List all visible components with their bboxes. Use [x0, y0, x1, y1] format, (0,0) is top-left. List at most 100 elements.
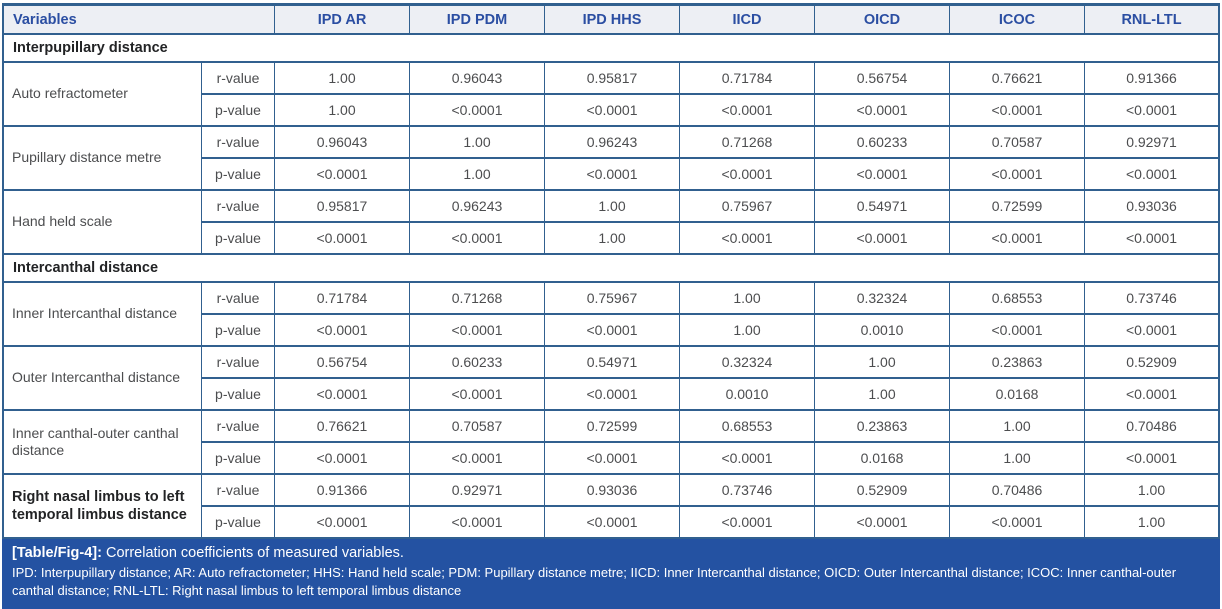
r-value-cell: 0.96043	[274, 125, 410, 159]
table-row: Inner Intercanthal distance r-value 0.7178…	[3, 281, 1219, 347]
r-value-cell: 0.54971	[544, 345, 680, 379]
p-value-cell: <0.0001	[409, 93, 545, 127]
p-value-cell: 0.0168	[949, 377, 1085, 411]
r-value-label: r-value	[201, 473, 275, 507]
table-row: Auto refractometer r-value 1.00 0.96043 0.95…	[3, 61, 1219, 127]
p-value-cell: 1.00	[679, 313, 815, 347]
section-title: Interpupillary distance	[3, 33, 1219, 63]
r-value-cell: 0.95817	[544, 61, 680, 95]
table-caption: [Table/Fig-4]: Correlation coefficients …	[2, 539, 1220, 609]
p-value-cell: <0.0001	[814, 93, 950, 127]
p-value-cell: <0.0001	[409, 505, 545, 539]
r-value-cell: 1.00	[1084, 473, 1219, 507]
p-value-cell: 0.0010	[679, 377, 815, 411]
correlation-table: Variables IPD AR IPD PDM IPD HHS IICD OICD IC…	[3, 4, 1219, 539]
r-value-cell: 0.91366	[274, 473, 410, 507]
r-value-label: r-value	[201, 281, 275, 315]
r-value-cell: 0.71784	[274, 281, 410, 315]
p-value-cell: <0.0001	[679, 93, 815, 127]
r-value-cell: 0.75967	[544, 281, 680, 315]
p-value-label: p-value	[201, 157, 275, 191]
r-value-cell: 0.92971	[409, 473, 545, 507]
r-value-cell: 0.75967	[679, 189, 815, 223]
r-value-cell: 0.54971	[814, 189, 950, 223]
header-row: Variables IPD AR IPD PDM IPD HHS IICD OICD IC…	[3, 4, 1219, 35]
p-value-cell: 0.0168	[814, 441, 950, 475]
p-value-cell: <0.0001	[1084, 93, 1219, 127]
r-value-cell: 0.71268	[679, 125, 815, 159]
p-value-label: p-value	[201, 441, 275, 475]
r-value-label: r-value	[201, 189, 275, 223]
p-value-cell: <0.0001	[679, 157, 815, 191]
section-row: Intercanthal distance	[3, 253, 1219, 283]
r-value-label: r-value	[201, 61, 275, 95]
p-value-cell: <0.0001	[1084, 377, 1219, 411]
p-value-label: p-value	[201, 221, 275, 255]
p-value-label: p-value	[201, 505, 275, 539]
p-value-cell: <0.0001	[1084, 221, 1219, 255]
r-value-cell: 1.00	[544, 189, 680, 223]
r-value-cell: 0.60233	[814, 125, 950, 159]
p-value-cell: <0.0001	[274, 377, 410, 411]
p-value-cell: <0.0001	[949, 157, 1085, 191]
r-value-cell: 1.00	[814, 345, 950, 379]
r-value-cell: 0.56754	[274, 345, 410, 379]
r-value-cell: 0.71268	[409, 281, 545, 315]
p-value-cell: <0.0001	[274, 221, 410, 255]
p-value-cell: <0.0001	[409, 221, 545, 255]
r-value-cell: 0.76621	[949, 61, 1085, 95]
r-value-cell: 0.92971	[1084, 125, 1219, 159]
r-value-cell: 0.72599	[544, 409, 680, 443]
table-row: p-value 1.00 <0.0001 <0.0001 <0.0001 <0.0001 <…	[4, 93, 1219, 127]
table-row: Pupillary distance metre r-value 0.96043 1.…	[3, 125, 1219, 191]
table-row: p-value <0.0001 <0.0001 <0.0001 0.0010 1.00 0.…	[4, 377, 1219, 411]
p-value-cell: <0.0001	[409, 441, 545, 475]
p-value-label: p-value	[201, 377, 275, 411]
r-value-cell: 0.60233	[409, 345, 545, 379]
table-row: p-value <0.0001 <0.0001 <0.0001 1.00 0.0010 <0…	[4, 313, 1219, 347]
r-value-cell: 0.70486	[1084, 409, 1219, 443]
r-value-cell: 1.00	[274, 61, 410, 95]
p-value-cell: <0.0001	[679, 221, 815, 255]
p-value-cell: 1.00	[949, 441, 1085, 475]
r-value-cell: 0.95817	[274, 189, 410, 223]
p-value-cell: <0.0001	[544, 313, 680, 347]
p-value-cell: 1.00	[814, 377, 950, 411]
variable-name: Inner canthal-outer canthal distance	[3, 409, 202, 475]
r-value-cell: 0.56754	[814, 61, 950, 95]
caption-abbreviations: IPD: Interpupillary distance; AR: Auto r…	[12, 565, 1177, 599]
column-header-ipd-pdm: IPD PDM	[409, 4, 545, 35]
r-value-cell: 0.91366	[1084, 61, 1219, 95]
p-value-cell: <0.0001	[949, 313, 1085, 347]
p-value-cell: <0.0001	[274, 441, 410, 475]
r-value-cell: 0.68553	[949, 281, 1085, 315]
r-value-cell: 0.96243	[409, 189, 545, 223]
r-value-cell: 1.00	[679, 281, 815, 315]
r-value-label: r-value	[201, 409, 275, 443]
column-header-ipd-hhs: IPD HHS	[544, 4, 680, 35]
p-value-cell: <0.0001	[814, 505, 950, 539]
p-value-cell: <0.0001	[409, 313, 545, 347]
column-header-ipd-ar: IPD AR	[274, 4, 410, 35]
p-value-cell: <0.0001	[1084, 313, 1219, 347]
r-value-cell: 0.68553	[679, 409, 815, 443]
table-row: Right nasal limbus to left temporal limb…	[3, 473, 1219, 539]
variable-name: Hand held scale	[3, 189, 202, 255]
r-value-cell: 0.73746	[1084, 281, 1219, 315]
r-value-cell: 0.93036	[1084, 189, 1219, 223]
p-value-cell: <0.0001	[274, 313, 410, 347]
column-header-icoc: ICOC	[949, 4, 1085, 35]
r-value-cell: 0.96043	[409, 61, 545, 95]
r-value-cell: 0.32324	[679, 345, 815, 379]
table-row: p-value <0.0001 1.00 <0.0001 <0.0001 <0.0001 <…	[4, 157, 1219, 191]
p-value-cell: <0.0001	[274, 505, 410, 539]
p-value-cell: <0.0001	[814, 157, 950, 191]
variable-name: Inner Intercanthal distance	[3, 281, 202, 347]
variables-header: Variables	[3, 4, 275, 35]
p-value-cell: <0.0001	[814, 221, 950, 255]
p-value-cell: 1.00	[409, 157, 545, 191]
p-value-label: p-value	[201, 313, 275, 347]
table-row: Outer Intercanthal distance r-value 0.5675…	[3, 345, 1219, 411]
table-row: p-value <0.0001 <0.0001 <0.0001 <0.0001 <0.00…	[4, 505, 1219, 539]
r-value-cell: 0.72599	[949, 189, 1085, 223]
